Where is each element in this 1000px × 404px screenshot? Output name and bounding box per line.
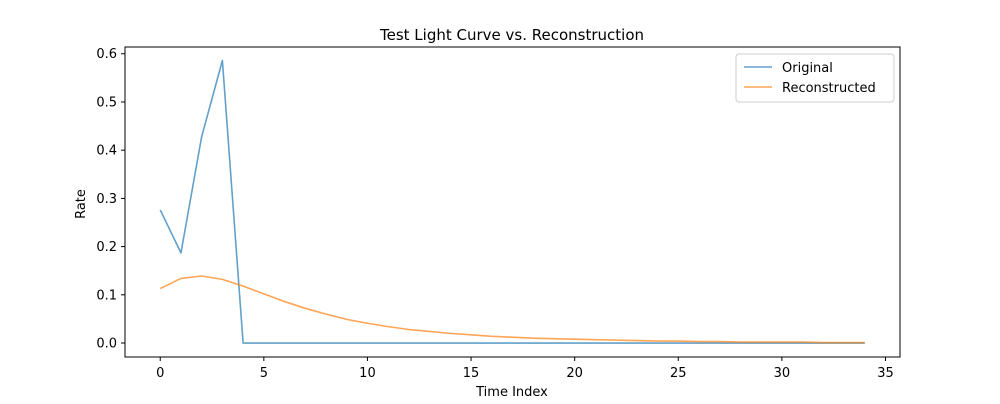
y-tick-label: 0.5 — [96, 95, 117, 110]
x-tick-label: 20 — [566, 366, 583, 381]
y-axis-ticks: 0.0 0.1 0.2 0.3 0.4 0.5 0.6 — [96, 47, 125, 352]
y-tick-label: 0.4 — [96, 144, 117, 159]
y-tick-label: 0.3 — [96, 192, 117, 207]
series-line-reconstructed — [159, 275, 865, 344]
chart-title: Test Light Curve vs. Reconstruction — [379, 26, 644, 44]
legend-box — [735, 53, 895, 103]
series-line-original — [159, 59, 865, 344]
x-tick-label: 30 — [774, 366, 791, 381]
x-tick-label: 0 — [156, 366, 164, 381]
legend-label-reconstructed: Reconstructed — [782, 81, 876, 96]
y-axis-label: Rate — [74, 189, 89, 219]
y-tick-label: 0.0 — [96, 337, 117, 352]
y-tick-label: 0.2 — [96, 240, 117, 255]
x-axis-ticks: 0 5 10 15 20 25 30 35 — [156, 357, 894, 381]
legend: Original Reconstructed — [735, 53, 895, 103]
x-axis-label: Time Index — [475, 385, 548, 400]
x-tick-label: 10 — [359, 366, 376, 381]
series-layer — [159, 59, 865, 344]
x-tick-label: 35 — [877, 366, 894, 381]
x-tick-label: 15 — [463, 366, 480, 381]
y-tick-label: 0.6 — [96, 47, 117, 62]
x-tick-label: 5 — [260, 366, 268, 381]
y-tick-label: 0.1 — [96, 288, 117, 303]
plot-frame — [124, 46, 901, 358]
x-tick-label: 25 — [670, 366, 687, 381]
legend-label-original: Original — [782, 61, 833, 76]
